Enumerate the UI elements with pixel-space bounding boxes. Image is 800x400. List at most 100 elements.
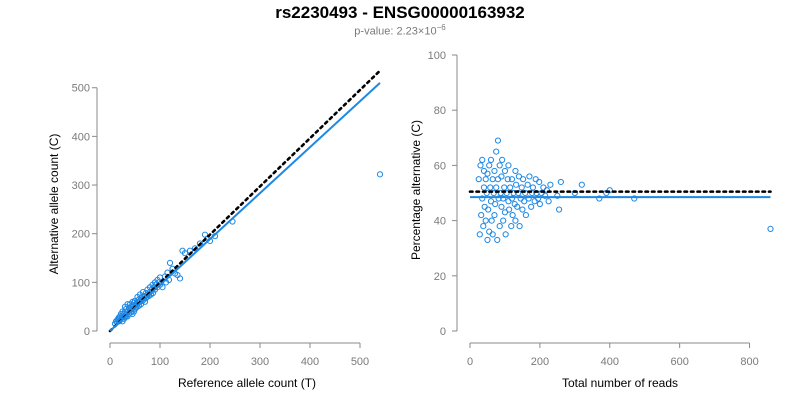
right-data-point [475,176,482,183]
right-data-point [500,195,507,202]
right-data-point [482,217,489,224]
right-data-point [495,195,502,202]
right-data-point [493,148,500,155]
left-data-point [166,259,174,266]
right-data-point [492,200,499,208]
right-data-point [487,198,495,205]
right-x-tick-label: 800 [740,356,758,368]
right-x-tick-label: 0 [467,356,473,368]
left-x-axis-title: Reference allele count (T) [178,376,316,390]
right-y-tick-label: 80 [434,105,446,117]
left-data-point [376,171,384,178]
right-data-point [490,189,497,197]
right-data-point [494,176,502,183]
right-data-point [508,223,515,230]
right-data-point [482,176,489,183]
left-data-point [176,275,184,282]
right-data-point [542,192,549,199]
p-value-text: p-value: 2.23×10 [354,25,437,38]
right-data-point [477,162,484,169]
right-data-point [545,198,552,205]
left-x-tick-label: 500 [351,356,369,368]
right-data-point [498,173,505,180]
right-data-point [498,203,505,210]
right-data-point [522,211,530,219]
right-data-point [501,184,508,191]
right-data-point [479,195,486,202]
right-y-tick-label: 20 [434,271,446,283]
right-y-axis-title: Percentage alternative (C) [409,120,423,260]
right-data-point [532,176,539,183]
right-data-point [476,231,483,238]
left-y-tick-label: 400 [72,131,90,143]
right-data-point [481,203,488,210]
right-data-point [493,184,500,191]
right-data-point [487,184,494,191]
right-data-point [507,184,514,191]
chart-title: rs2230493 - ENSG00000163932 [275,3,525,22]
right-y-tick-label: 0 [440,326,446,338]
left-y-axis-title: Alternative allele count (C) [47,134,61,275]
right-data-point [483,189,490,197]
right-data-point [486,228,493,235]
left-y-tick-label: 500 [72,83,90,95]
right-data-point [488,217,495,224]
right-data-point [494,137,502,144]
chart-subtitle: p-value: 2.23×10−6 [0,23,800,38]
right-data-point [480,184,488,191]
left-x-tick-label: 100 [151,356,169,368]
right-data-point [486,162,493,169]
right-data-point [508,176,516,183]
left-fit-line [109,82,381,332]
right-data-point [516,223,523,230]
right-data-point [501,209,509,216]
right-data-point [531,198,538,205]
right-data-point [489,176,496,183]
right-data-point [596,195,603,202]
right-data-point [491,211,498,219]
left-y-tick-label: 0 [84,326,90,338]
right-data-point [479,156,486,163]
right-data-point [513,181,520,188]
right-data-point [484,170,491,177]
right-data-point [525,195,532,202]
right-data-point [578,181,585,188]
left-x-tick-label: 400 [301,356,319,368]
left-x-tick-label: 200 [201,356,219,368]
right-data-point [478,211,485,219]
right-data-point [556,206,563,213]
right-data-point [500,217,507,224]
right-data-point [515,173,523,180]
left-data-point [181,250,189,257]
right-data-point [540,184,547,191]
right-data-point [520,176,527,183]
right-data-point [536,178,543,186]
right-data-point [519,206,526,213]
right-data-point [536,200,543,208]
right-data-point [521,198,528,205]
right-x-tick-label: 200 [531,356,549,368]
right-data-point [528,203,535,210]
right-data-point [535,195,542,202]
right-data-point [767,225,774,232]
right-data-point [496,162,503,169]
left-x-tick-label: 0 [107,356,113,368]
left-reference-line [108,69,382,333]
left-data-point [191,245,199,252]
right-data-point [480,223,487,230]
right-data-point [485,206,492,213]
right-data-point [491,167,498,175]
right-data-point [506,206,513,213]
right-data-point [557,178,564,186]
right-data-point [508,195,516,202]
right-data-point [518,184,525,191]
right-data-point [499,156,506,163]
right-data-point [487,156,495,163]
right-data-point [504,176,511,183]
right-data-point [509,211,516,219]
right-y-tick-label: 40 [434,216,446,228]
right-data-point [480,167,488,175]
right-data-point [484,236,491,244]
left-y-tick-label: 100 [72,277,90,289]
right-data-point [522,189,529,197]
